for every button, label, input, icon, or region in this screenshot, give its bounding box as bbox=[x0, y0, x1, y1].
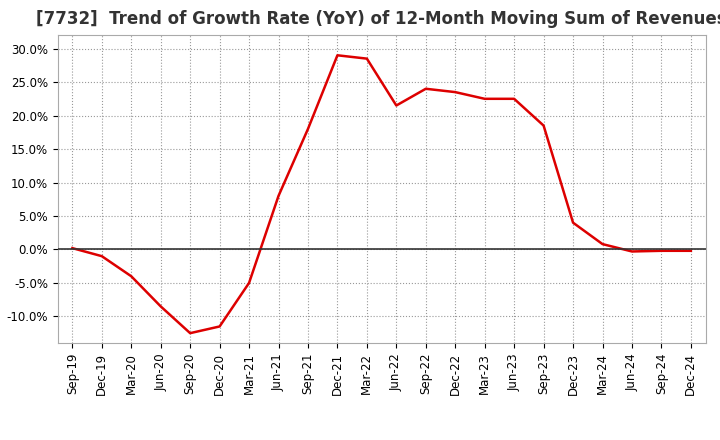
Title: [7732]  Trend of Growth Rate (YoY) of 12-Month Moving Sum of Revenues: [7732] Trend of Growth Rate (YoY) of 12-… bbox=[36, 10, 720, 28]
